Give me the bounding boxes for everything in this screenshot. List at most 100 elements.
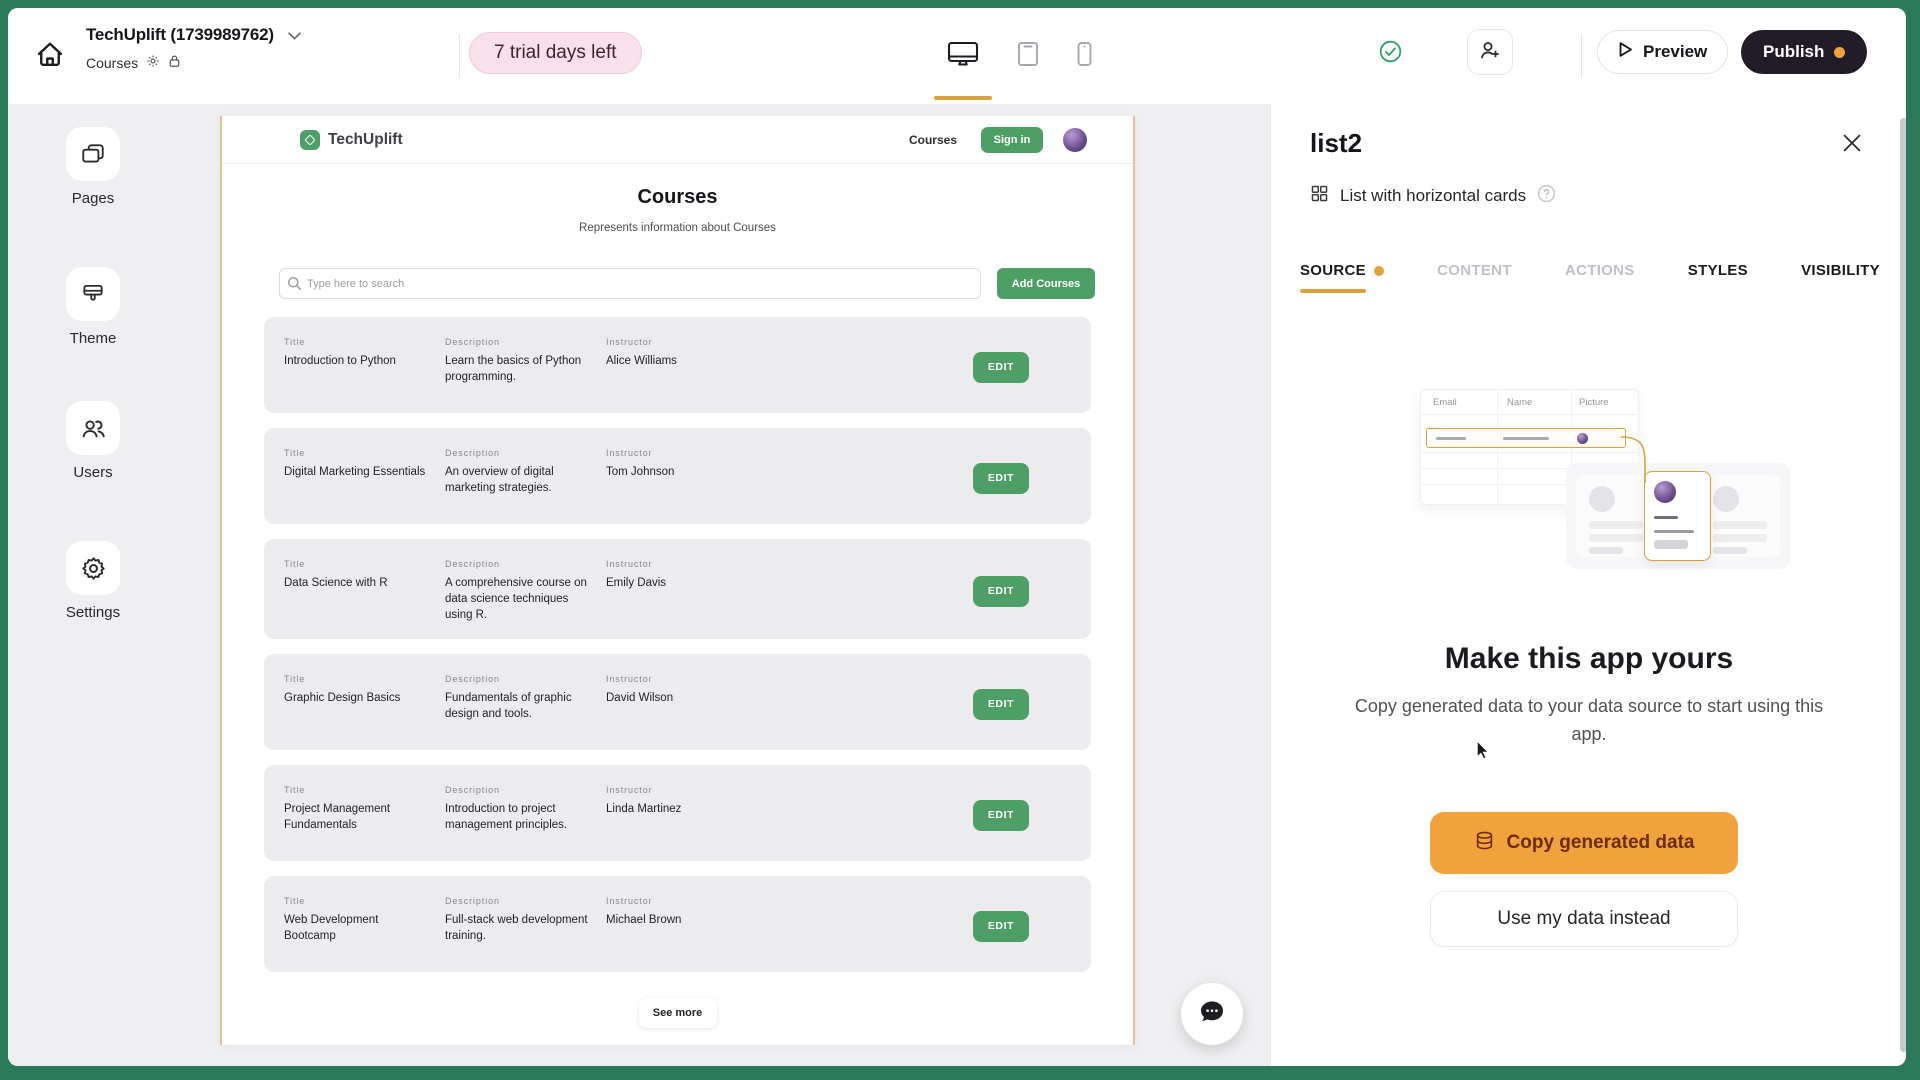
copy-generated-data-label: Copy generated data [1506, 832, 1695, 853]
tab-visibility[interactable]: VISIBILITY [1801, 262, 1880, 293]
course-instructor: Alice Williams [606, 355, 677, 367]
course-card: Title Graphic Design Basics Description … [264, 654, 1091, 750]
preview-label: Preview [1643, 42, 1708, 61]
sidebar-item-label: Users [73, 464, 113, 481]
copy-generated-data-button[interactable]: Copy generated data [1430, 812, 1738, 874]
field-label-description: Description [445, 785, 500, 795]
help-icon[interactable] [1537, 184, 1556, 208]
play-icon [1618, 41, 1633, 63]
course-title: Digital Marketing Essentials [284, 466, 426, 478]
grid-icon [1310, 184, 1329, 208]
chat-fab-button[interactable] [1181, 983, 1243, 1045]
edit-button[interactable]: EDIT [973, 575, 1029, 607]
illustration-col-name: Name [1507, 397, 1533, 408]
search-input[interactable] [279, 268, 981, 299]
tab-actions[interactable]: ACTIONS [1565, 262, 1635, 293]
edit-button[interactable]: EDIT [973, 688, 1029, 720]
tab-label: STYLES [1687, 262, 1748, 279]
tab-source[interactable]: SOURCE [1300, 262, 1384, 293]
sidebar-item-pages[interactable]: Pages [39, 127, 147, 207]
device-phone-button[interactable] [1072, 8, 1097, 104]
tab-label: ACTIONS [1564, 262, 1635, 279]
preview-button[interactable]: Preview [1597, 30, 1729, 74]
project-title-block: TechUplift (1739989762) Courses [86, 25, 301, 71]
course-description: A comprehensive course on data science t… [445, 577, 587, 621]
invite-user-button[interactable] [1467, 29, 1513, 75]
edit-button[interactable]: EDIT [973, 910, 1029, 942]
panel-heading: Make this app yours [1444, 642, 1734, 675]
desktop-icon [946, 39, 980, 74]
database-icon [1474, 830, 1495, 857]
search-field-wrap [279, 268, 981, 299]
app-nav-courses[interactable]: Courses [908, 132, 957, 147]
breadcrumb-page[interactable]: Courses [86, 54, 139, 71]
pages-icon [66, 127, 120, 181]
publish-button[interactable]: Publish [1741, 30, 1868, 74]
home-button[interactable] [32, 38, 68, 74]
field-label-title: Title [284, 785, 306, 795]
topbar-divider [1581, 34, 1582, 78]
device-desktop-button[interactable] [934, 8, 992, 104]
sidebar-item-theme[interactable]: Theme [39, 267, 147, 347]
field-label-description: Description [445, 337, 500, 347]
see-more-button[interactable]: See more [638, 998, 717, 1028]
course-card: Title Data Science with R Description A … [264, 539, 1091, 639]
field-label-instructor: Instructor [606, 896, 653, 906]
course-title: Graphic Design Basics [284, 692, 401, 704]
project-name[interactable]: TechUplift (1739989762) [86, 25, 301, 45]
course-description: Full-stack web development training. [445, 914, 588, 942]
component-type-label: List with horizontal cards [1340, 186, 1527, 205]
settings-gear-icon [66, 541, 120, 595]
tablet-icon [1016, 40, 1040, 73]
chevron-down-icon [288, 25, 301, 45]
field-label-description: Description [445, 559, 500, 569]
logo-glyph-icon [304, 133, 316, 146]
edit-button[interactable]: EDIT [973, 462, 1029, 494]
course-title: Introduction to Python [284, 355, 396, 367]
topbar-divider [459, 34, 460, 78]
saved-check-icon [1379, 40, 1402, 68]
sidebar-item-users[interactable]: Users [39, 401, 147, 481]
chat-bubble-icon [1198, 999, 1226, 1030]
tab-styles[interactable]: STYLES [1688, 262, 1748, 293]
panel-body-text: Copy generated data to your data source … [1354, 696, 1824, 744]
field-label-instructor: Instructor [606, 448, 653, 458]
mouse-cursor [1474, 739, 1492, 765]
field-label-instructor: Instructor [606, 337, 653, 347]
course-title: Web Development Bootcamp [284, 914, 379, 942]
illustration-highlighted-row [1426, 428, 1626, 448]
panel-scrollbar[interactable] [1900, 118, 1906, 1052]
publish-status-dot [1834, 46, 1846, 58]
course-card: Title Project Management Fundamentals De… [264, 765, 1091, 861]
avatar[interactable] [1063, 127, 1087, 152]
course-card: Title Digital Marketing Essentials Descr… [264, 428, 1091, 524]
project-name-label: TechUplift (1739989762) [86, 25, 274, 44]
close-panel-button[interactable] [1837, 130, 1867, 160]
tab-content[interactable]: CONTENT [1437, 262, 1512, 293]
users-icon [66, 401, 120, 455]
course-title: Data Science with R [284, 577, 388, 589]
edit-button[interactable]: EDIT [973, 351, 1029, 383]
use-my-data-button[interactable]: Use my data instead [1430, 891, 1738, 947]
component-name: list2 [1310, 128, 1363, 158]
device-switcher [934, 8, 1097, 104]
source-illustration: Email Name Picture [1271, 389, 1906, 589]
trial-badge-label: 7 trial days left [494, 42, 617, 63]
close-icon [1840, 131, 1864, 160]
device-tablet-button[interactable] [1012, 8, 1044, 104]
field-label-title: Title [284, 674, 306, 684]
app-page-title: Courses [637, 186, 718, 208]
edit-button[interactable]: EDIT [973, 799, 1029, 831]
tab-label: VISIBILITY [1801, 262, 1880, 279]
gear-icon[interactable] [146, 54, 160, 71]
app-preview[interactable]: TechUplift Courses Sign in Courses Repre… [220, 116, 1135, 1045]
illustration-card-highlighted [1644, 471, 1711, 561]
illustration-card-right [1700, 475, 1780, 557]
add-courses-button[interactable]: Add Courses [997, 268, 1095, 299]
sign-in-button[interactable]: Sign in [981, 126, 1043, 153]
lock-icon[interactable] [168, 54, 181, 71]
sidebar-item-label: Pages [71, 190, 115, 207]
sidebar-item-settings[interactable]: Settings [39, 541, 147, 621]
field-label-instructor: Instructor [606, 785, 653, 795]
